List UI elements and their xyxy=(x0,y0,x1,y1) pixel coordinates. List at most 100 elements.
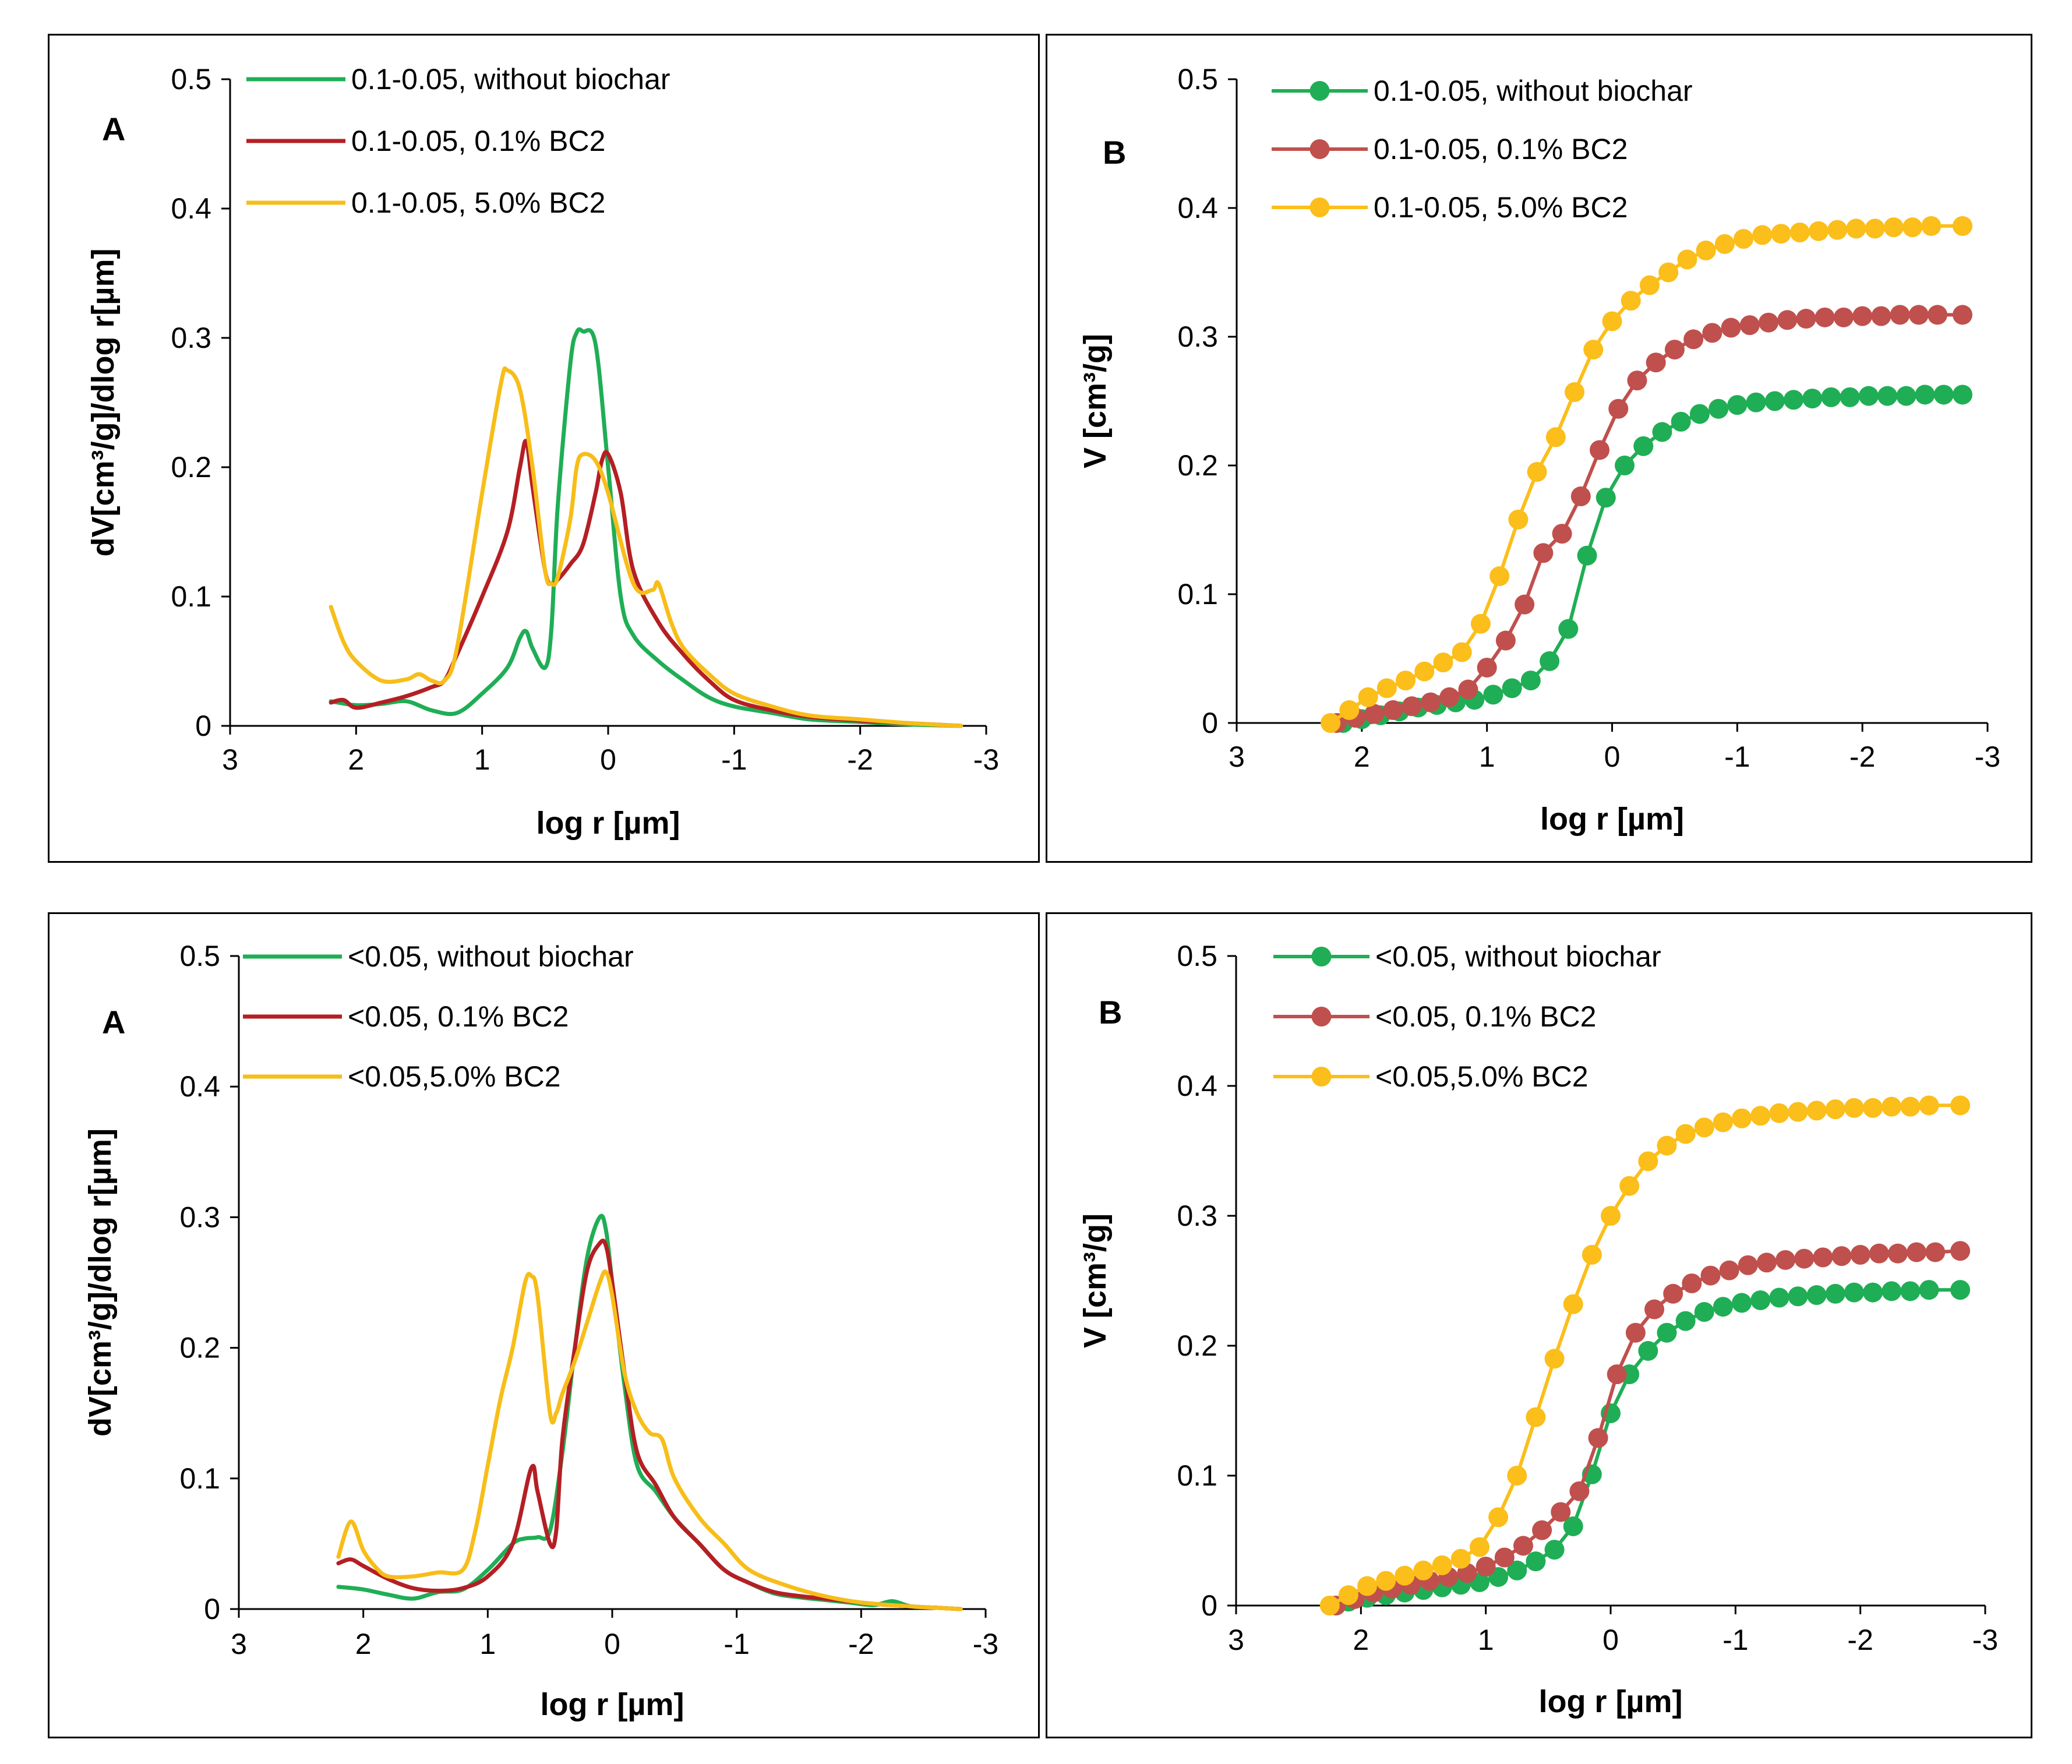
data-point xyxy=(1689,404,1710,424)
data-point xyxy=(1583,340,1604,360)
x-tick-label: -2 xyxy=(848,1628,874,1660)
data-point xyxy=(1638,1340,1658,1361)
x-tick-label: -3 xyxy=(973,743,999,776)
data-point xyxy=(1950,1280,1971,1300)
chart-svg-2: 0 0.1 0.2 0.3 0.4 0.5 3 2 1 0 -1 -2 -3 log r [µm] dV[c… xyxy=(83,940,998,1722)
data-point xyxy=(1788,1286,1808,1307)
data-point xyxy=(1806,1285,1827,1306)
data-point xyxy=(1402,696,1422,717)
data-point xyxy=(1806,1100,1827,1121)
data-point xyxy=(1601,1206,1621,1226)
legend-label: <0.05,5.0% BC2 xyxy=(1375,1060,1589,1093)
legend-label: 0.1-0.05, 0.1% BC2 xyxy=(351,125,605,157)
data-point xyxy=(1902,217,1923,238)
data-point xyxy=(1450,1548,1471,1569)
data-point xyxy=(1919,1280,1939,1300)
data-point xyxy=(1808,221,1829,241)
data-point xyxy=(1357,1576,1378,1596)
data-point xyxy=(1664,340,1685,360)
data-point xyxy=(1719,1260,1739,1280)
data-point xyxy=(1844,1282,1864,1303)
y-tick-label: 0.4 xyxy=(1177,192,1218,224)
x-tick-label: 1 xyxy=(474,743,490,776)
data-point xyxy=(1777,310,1798,330)
panel-letter: A xyxy=(102,1004,125,1040)
data-point xyxy=(1621,291,1641,311)
data-point xyxy=(1420,692,1441,712)
data-point xyxy=(1683,329,1704,350)
data-point xyxy=(1953,384,1973,405)
data-point xyxy=(1919,1095,1939,1116)
panel-letter: B xyxy=(1099,994,1122,1031)
x-tick-label: -1 xyxy=(721,743,747,776)
legend-marker xyxy=(1311,1007,1332,1026)
data-point xyxy=(1713,1112,1733,1133)
data-point xyxy=(1376,678,1397,698)
y-axis-label: V [cm³/g] xyxy=(1078,334,1113,468)
data-point xyxy=(1376,1571,1396,1591)
data-point xyxy=(1734,229,1754,249)
data-point xyxy=(1908,305,1929,325)
data-point xyxy=(1652,422,1672,442)
x-tick-label: -3 xyxy=(1975,740,2000,773)
x-tick-label: 3 xyxy=(1228,1624,1244,1656)
panel-top-right: 0 0.1 0.2 0.3 0.4 0.5 3 2 1 0 -1 -2 -3 log r [µm] V [c… xyxy=(1046,34,2032,863)
data-point xyxy=(1532,1520,1552,1540)
x-tick-label: 2 xyxy=(1354,740,1370,773)
x-tick-label: -3 xyxy=(973,1628,998,1660)
panel-bottom-right: 0 0.1 0.2 0.3 0.4 0.5 3 2 1 0 -1 -2 -3 log r [µm] V [c… xyxy=(1046,912,2032,1738)
data-point xyxy=(1882,1281,1902,1301)
data-point xyxy=(1383,700,1403,720)
data-point xyxy=(1850,1244,1870,1265)
data-point xyxy=(1614,456,1635,475)
data-point xyxy=(1900,1096,1921,1117)
data-point xyxy=(1933,384,1954,405)
x-tick-label: 0 xyxy=(1604,740,1621,773)
data-point xyxy=(1863,1098,1883,1118)
data-point xyxy=(1488,1507,1509,1527)
x-axis-label: log r [µm] xyxy=(540,1687,684,1722)
legend-label: <0.05, 0.1% BC2 xyxy=(1375,1000,1596,1033)
data-point xyxy=(1657,1322,1677,1343)
data-point xyxy=(1802,389,1823,409)
y-tick-label: 0.2 xyxy=(1177,449,1218,482)
data-point xyxy=(1865,218,1885,239)
data-point xyxy=(1458,679,1478,700)
data-point xyxy=(1732,1108,1752,1128)
data-point xyxy=(1877,386,1898,406)
data-point xyxy=(1339,700,1360,720)
series-line-0 xyxy=(1346,1288,1962,1604)
x-tick-label: -1 xyxy=(1724,740,1750,773)
series-line-1 xyxy=(1335,313,1964,725)
data-point xyxy=(1921,216,1942,236)
legend-label: 0.1-0.05, 0.1% BC2 xyxy=(1374,133,1628,165)
legend-label: <0.05, without biochar xyxy=(1375,940,1661,973)
data-point xyxy=(1739,315,1760,336)
data-point xyxy=(1738,1255,1758,1275)
data-point xyxy=(1796,309,1816,329)
panel-letter: A xyxy=(102,111,125,147)
y-tick-label: 0.5 xyxy=(1177,63,1218,96)
y-tick-label: 0.5 xyxy=(171,63,211,96)
x-tick-label: -2 xyxy=(1849,740,1875,773)
x-tick-label: 1 xyxy=(479,1628,496,1660)
legend-label: 0.1-0.05, without biochar xyxy=(1374,75,1693,107)
data-point xyxy=(1526,1407,1546,1427)
data-point xyxy=(1721,317,1741,338)
data-point xyxy=(1871,306,1891,326)
data-point xyxy=(1452,642,1472,662)
data-point xyxy=(1858,386,1879,406)
data-point xyxy=(1563,1294,1583,1314)
panel-bottom-left: 0 0.1 0.2 0.3 0.4 0.5 3 2 1 0 -1 -2 -3 log r [µm] dV[c… xyxy=(48,912,1040,1738)
legend-marker xyxy=(1309,81,1330,101)
x-axis-label: log r [µm] xyxy=(1538,1684,1682,1719)
data-point xyxy=(1477,657,1497,678)
data-point xyxy=(1789,222,1810,242)
data-point xyxy=(1627,371,1647,391)
data-point xyxy=(1702,323,1722,343)
y-tick-label: 0.1 xyxy=(1177,1459,1217,1492)
data-point xyxy=(1831,1246,1852,1266)
x-tick-label: -2 xyxy=(847,743,873,776)
y-tick-label: 0.2 xyxy=(179,1332,220,1364)
y-axis-label: dV[cm³/g]/dlog r[µm] xyxy=(86,248,121,556)
